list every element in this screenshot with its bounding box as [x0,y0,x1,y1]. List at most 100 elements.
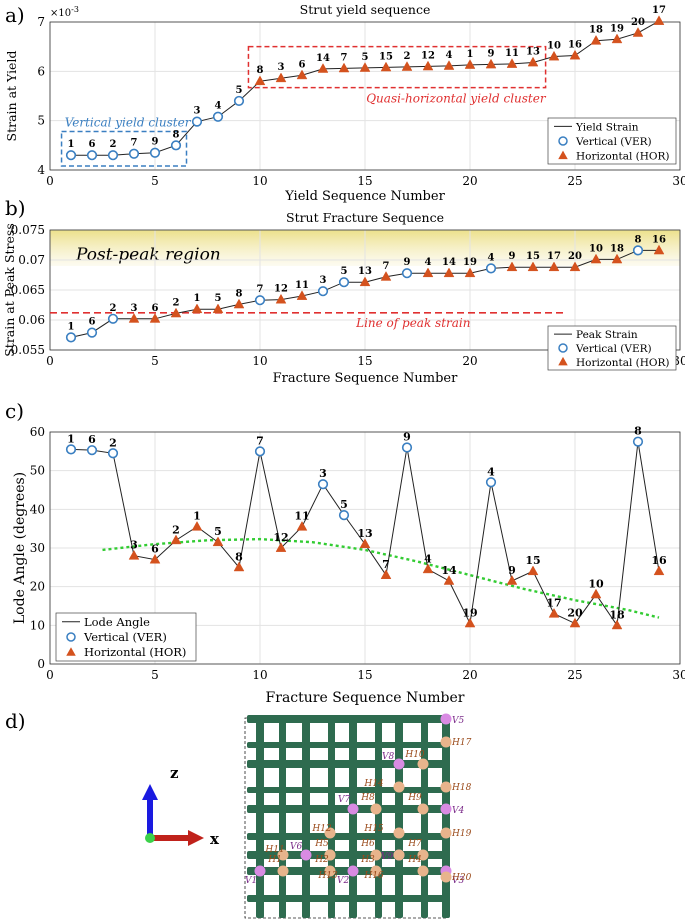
vertical-strut [302,719,310,918]
horizontal-node-label: H1 [267,855,282,865]
legend: Peak Strain Vertical (VER) Horizontal (HOR… [547,325,677,371]
hor-marker [149,553,161,564]
ver-marker [65,332,77,343]
ver-marker [128,148,140,159]
ver-marker [632,245,644,256]
point-label: 5 [362,52,369,63]
horizontal-strut [247,715,448,723]
horizontal-node-label: H5 [314,839,329,849]
point-label: 7 [341,52,348,63]
y-tick-label: 4 [37,163,45,177]
horizontal-node [440,736,452,748]
point-label: 14 [442,257,456,268]
vertical-strut [421,719,428,918]
hor-marker [317,63,329,73]
point-label: 11 [294,510,309,523]
x-tick-label: 0 [46,354,54,368]
ver-marker [149,147,161,158]
hor-marker [464,617,476,628]
point-label: 2 [404,51,411,62]
hor-marker [149,313,161,323]
hor-marker [380,61,392,72]
point-label: 18 [610,243,624,254]
legend-ver-symbol [66,632,76,642]
hor-marker [128,550,140,560]
legend-ver-label: Vertical (VER) [83,630,167,644]
horizontal-node [417,865,429,877]
hor-marker [590,35,602,45]
hor-marker [170,534,182,545]
point-label: 20 [568,251,582,262]
point-label: 2 [109,436,117,449]
point-label: 5 [214,525,222,538]
ver-marker [401,442,413,453]
y-tick-label: 60 [30,425,45,439]
ver-marker [485,263,497,274]
x-axis-arrowhead [188,830,204,846]
x-tick-label: 15 [357,668,372,682]
point-label: 19 [610,23,624,34]
vertical-strut [279,719,286,918]
vertical-node [254,865,266,877]
legend-ver-label: Vertical (VER) [575,136,652,148]
point-label: 5 [340,498,348,511]
x-axis-label: Fracture Sequence Number [273,371,458,386]
hor-marker [233,298,245,309]
point-label: 6 [152,303,159,314]
vertical-node-label: V8 [382,752,394,762]
vertical-strut [395,719,403,918]
point-label: 17 [546,597,561,610]
point-label: 6 [89,317,96,328]
legend-box [547,325,677,371]
hor-marker [338,62,350,73]
point-label: 5 [236,85,243,96]
point-label: 3 [194,106,201,117]
hor-marker [212,536,224,547]
horizontal-node [324,865,336,877]
point-label: 12 [421,50,435,61]
hor-marker [653,565,665,576]
vertical-strut [328,719,335,918]
ver-marker [338,510,350,521]
point-label: 16 [568,40,582,51]
x-tick-label: 20 [462,174,477,188]
horizontal-node [417,803,429,815]
ver-marker [212,111,224,122]
legend-hor-label: Horizontal (HOR) [576,151,670,163]
x-tick-label: 5 [151,668,159,682]
hor-marker [506,261,518,272]
chart-title: Strut yield sequence [300,2,431,17]
horizontal-strut [247,895,448,902]
point-label: 1 [67,432,75,445]
horizontal-node [277,849,289,861]
hor-marker [590,253,602,264]
horizontal-node [440,781,452,793]
x-tick-label: 20 [462,354,477,368]
legend-line-label: Lode Angle [84,615,150,629]
hor-marker [485,58,497,69]
horizontal-node-label: H3 [360,855,375,865]
point-label: 3 [319,467,327,480]
x-tick-label: 15 [357,174,372,188]
vertical-cluster-label: Vertical yield cluster [65,116,192,130]
vertical-node-label: V9 [381,852,393,862]
horizontal-node-label: H14 [363,779,384,789]
y-tick-label: 0.07 [18,253,45,267]
point-label: 8 [173,129,180,140]
point-label: 8 [257,65,264,76]
y-tick-label: 0.075 [11,223,45,237]
point-label: 1 [68,139,75,150]
horizontal-node-label: H12 [311,824,332,834]
legend-box [547,117,677,165]
ver-marker [107,448,119,459]
hor-marker [359,276,371,287]
point-label: 12 [274,284,288,295]
point-label: 7 [131,138,138,149]
plot-frame [49,431,681,665]
y-tick-label: 10 [30,618,45,632]
point-label: 2 [172,523,180,536]
horizontal-node [393,781,405,793]
axis-label-x: x [210,830,220,848]
